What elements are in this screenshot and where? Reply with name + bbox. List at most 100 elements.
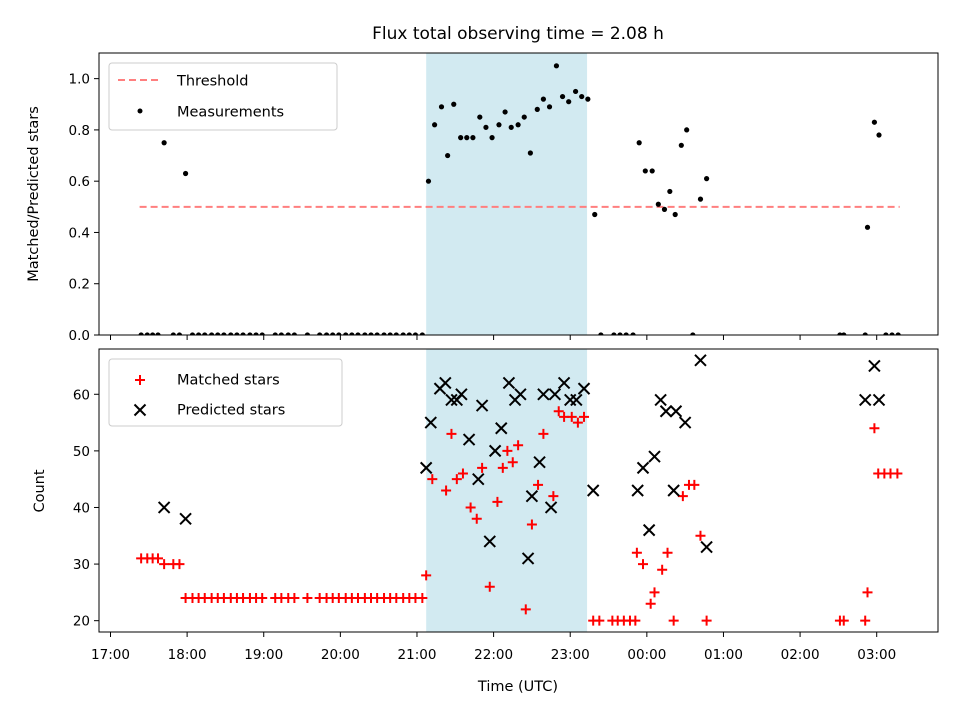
matched-star-point — [152, 553, 163, 564]
matched-star-point — [662, 547, 673, 558]
measurement-point — [330, 332, 336, 335]
measurement-point — [155, 332, 161, 335]
matched-star-point — [484, 581, 495, 592]
predicted-star-point — [557, 376, 571, 390]
measurement-point — [611, 332, 617, 335]
bottom-y-tick-label: 20 — [73, 614, 90, 630]
bottom-y-tick-label: 40 — [73, 500, 90, 516]
matched-star-point — [457, 468, 468, 479]
measurement-point — [381, 332, 387, 335]
measurement-point — [496, 122, 502, 128]
measurement-point — [374, 332, 380, 335]
matched-star-point — [159, 559, 170, 570]
measurement-point — [451, 101, 457, 107]
predicted-star-point — [669, 405, 683, 418]
matched-star-point — [701, 615, 712, 626]
predicted-star-point — [533, 455, 546, 469]
measurement-point — [661, 206, 668, 212]
measurement-point — [240, 332, 246, 335]
matched-star-point — [645, 598, 656, 609]
matched-star-point — [579, 411, 590, 422]
predicted-star-point — [659, 405, 673, 418]
predicted-star-point — [642, 523, 656, 537]
matched-star-point — [538, 428, 549, 439]
matched-star-point — [869, 423, 880, 434]
measurement-point — [189, 332, 196, 335]
matched-star-point — [257, 593, 268, 604]
predicted-star-point — [483, 535, 496, 548]
measurement-point — [534, 106, 540, 112]
legend-measurements-label: Measurements — [177, 105, 284, 121]
x-axis-label: Time (UTC) — [477, 679, 558, 695]
measurement-point — [684, 127, 690, 133]
measurement-point — [697, 196, 704, 202]
matched-star-point — [497, 462, 508, 473]
predicted-star-point — [872, 393, 886, 407]
matched-star-point — [566, 411, 577, 422]
measurement-point — [598, 332, 604, 335]
measurement-point — [585, 96, 591, 102]
matched-star-point — [862, 587, 873, 598]
predicted-star-point — [700, 540, 713, 554]
matched-star-point — [451, 474, 462, 485]
measurement-point — [432, 122, 438, 128]
matched-star-point — [502, 445, 513, 456]
measurement-point — [438, 104, 445, 110]
measurement-point — [690, 332, 696, 335]
predicted-star-point — [648, 450, 661, 463]
predicted-star-point — [439, 376, 452, 390]
measurement-point — [862, 332, 868, 335]
measurement-point — [636, 140, 642, 146]
predicted-star-point — [525, 489, 539, 503]
matched-star-point — [553, 406, 564, 417]
matched-star-point — [533, 479, 544, 490]
predicted-star-point — [502, 376, 516, 390]
matched-star-point — [520, 604, 531, 615]
predicted-star-point — [636, 461, 650, 475]
measurement-point — [304, 332, 311, 335]
predicted-star-point — [544, 501, 558, 514]
measurement-point — [419, 332, 425, 335]
measurement-point — [349, 332, 355, 335]
legend-measurements-swatch — [137, 108, 143, 114]
measurement-point — [445, 152, 451, 159]
measurement-point — [170, 332, 176, 335]
measurement-point — [202, 332, 208, 335]
top-legend: Threshold Measurements — [108, 62, 338, 131]
measurement-point — [477, 114, 483, 120]
matched-star-point — [695, 530, 706, 541]
measurement-point — [623, 332, 629, 335]
matched-star-point — [526, 519, 537, 530]
measurement-point — [508, 124, 514, 130]
measurement-point — [336, 332, 342, 335]
measurement-point — [649, 168, 655, 174]
predicted-star-point — [570, 393, 583, 407]
bottom-y-axis-label: Count — [32, 469, 48, 512]
top-y-tick-label: 0.0 — [69, 328, 90, 344]
measurement-point — [502, 109, 508, 115]
measurement-point — [470, 135, 476, 141]
bottom-y-tick-label: 50 — [73, 444, 90, 460]
legend-matched-label: Matched stars — [177, 373, 280, 389]
bottom-legend-box — [108, 358, 343, 427]
matched-star-point — [594, 615, 605, 626]
predicted-star-point — [631, 484, 644, 497]
measurement-point — [678, 142, 684, 148]
legend-threshold-label: Threshold — [176, 74, 248, 90]
measurement-point — [234, 332, 240, 335]
bottom-y-tick-label: 30 — [73, 557, 90, 573]
measurement-point — [483, 124, 489, 130]
predicted-star-point — [521, 552, 535, 565]
measurement-point — [291, 332, 297, 335]
matched-star-point — [838, 615, 849, 626]
measurement-point — [161, 140, 167, 146]
predicted-star-point — [548, 388, 562, 401]
measurement-point — [515, 122, 521, 128]
predicted-star-point — [179, 512, 192, 526]
measurement-point — [150, 332, 156, 335]
predicted-star-point — [472, 472, 485, 486]
predicted-star-point — [495, 422, 508, 435]
measurement-point — [572, 88, 579, 95]
measurement-point — [592, 211, 598, 218]
